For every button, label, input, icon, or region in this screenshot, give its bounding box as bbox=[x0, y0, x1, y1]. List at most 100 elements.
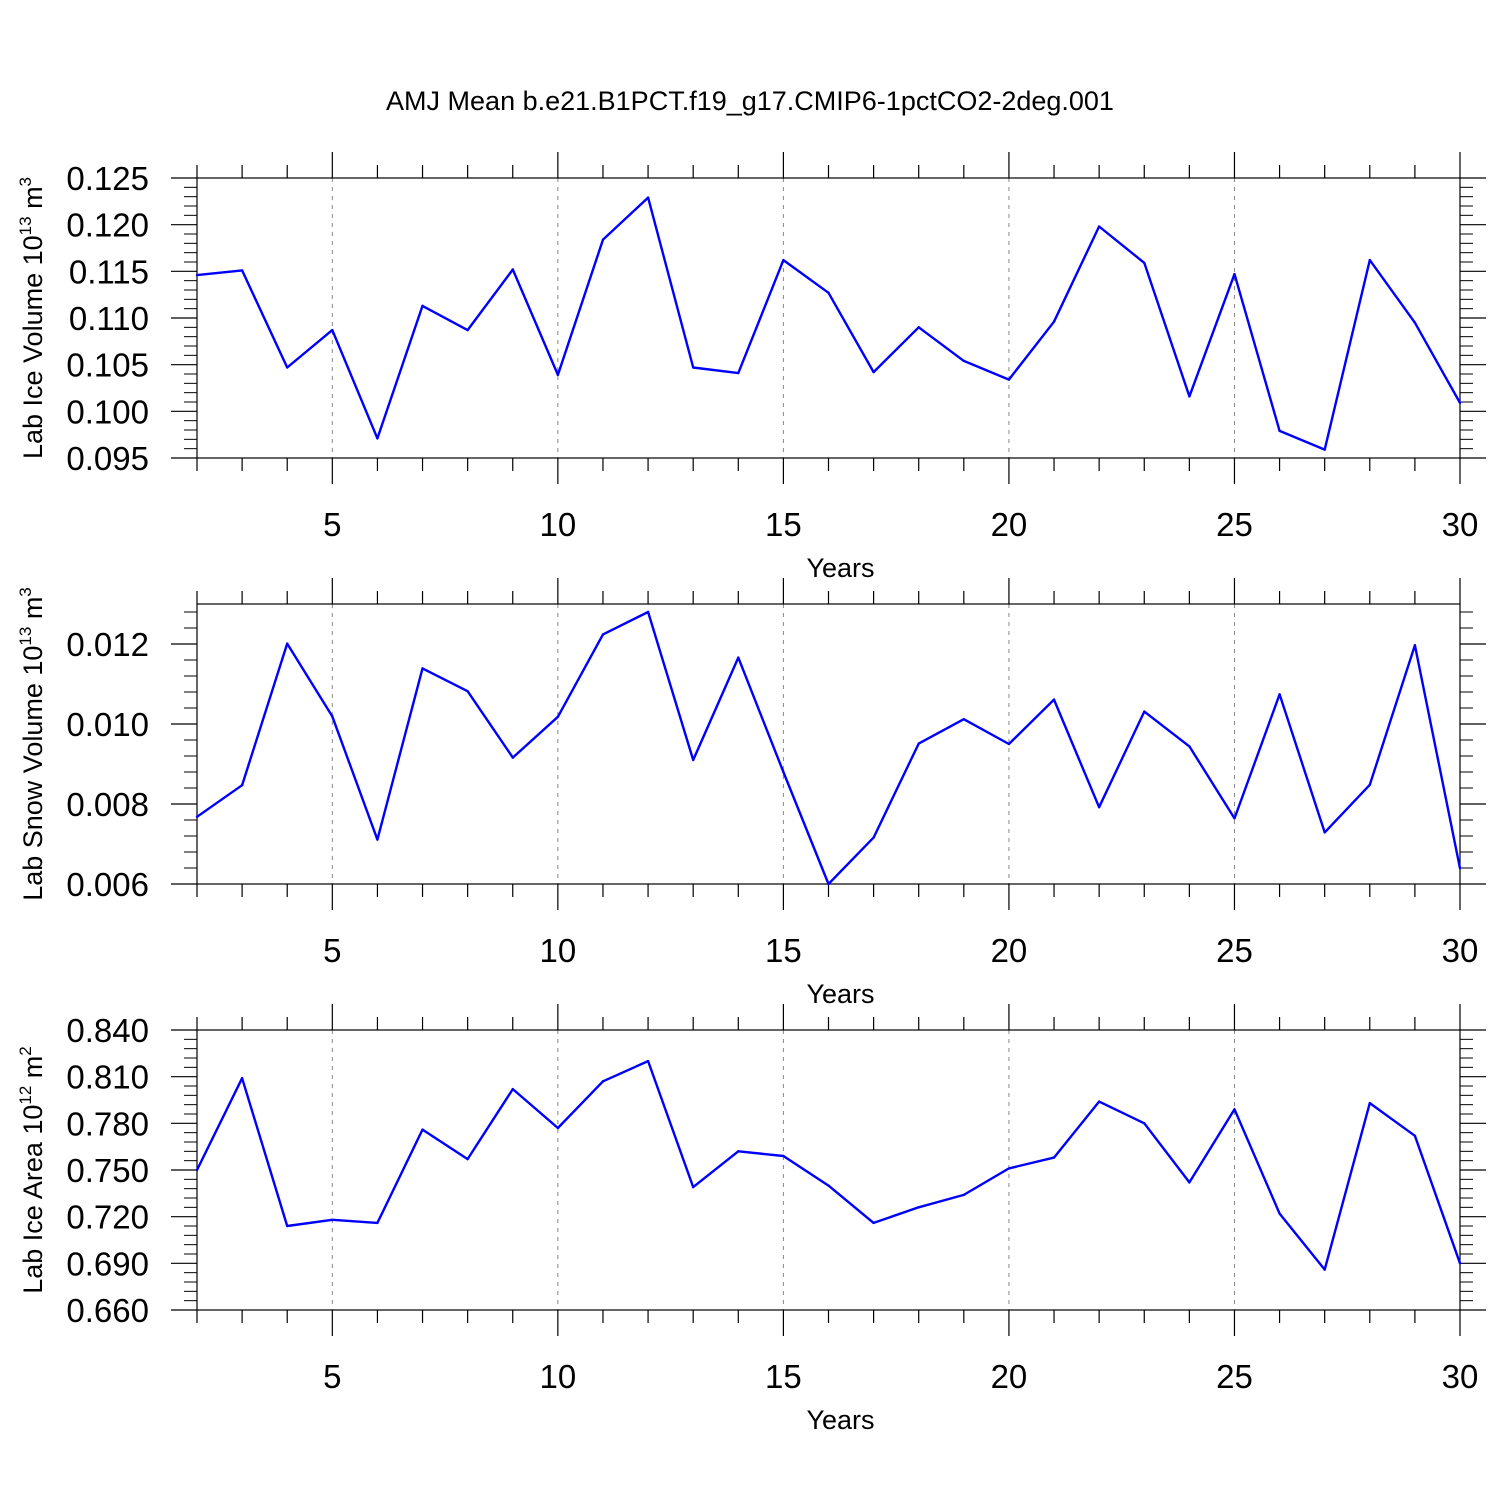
data-point bbox=[601, 238, 605, 241]
data-point bbox=[646, 610, 650, 614]
series-line bbox=[196, 610, 1462, 886]
y-tick-label: 0.720 bbox=[66, 1199, 149, 1236]
data-point bbox=[466, 328, 469, 332]
plot-frame bbox=[196, 177, 1461, 459]
data-point bbox=[1052, 1156, 1056, 1159]
x-tick-label: 25 bbox=[1216, 1358, 1253, 1395]
data-point bbox=[1413, 1134, 1417, 1137]
data-point bbox=[691, 758, 695, 762]
y-axis-label: Lab Ice Volume 1013 m3 bbox=[16, 177, 48, 459]
data-point bbox=[1188, 745, 1191, 748]
data-point bbox=[1143, 710, 1146, 713]
data-point bbox=[737, 656, 740, 659]
data-point bbox=[286, 642, 289, 645]
x-tick-label: 10 bbox=[539, 1358, 576, 1395]
data-point bbox=[511, 756, 514, 759]
y-tick-label: 0.125 bbox=[66, 160, 149, 197]
panel-1: 5 10 15 20 25 30 0.095 0.100 0.105 0.110 0.115 0.12… bbox=[16, 152, 1486, 583]
x-tick-label: 30 bbox=[1442, 1358, 1479, 1395]
data-point bbox=[556, 1126, 560, 1130]
data-point bbox=[1458, 867, 1462, 870]
data-point bbox=[240, 1077, 244, 1080]
plot-frame bbox=[196, 1029, 1461, 1311]
data-point bbox=[376, 838, 379, 841]
x-tick-label: 20 bbox=[991, 932, 1028, 969]
data-point bbox=[646, 1059, 650, 1063]
x-tick-label: 25 bbox=[1216, 506, 1253, 543]
data-point bbox=[376, 1221, 379, 1225]
data-point bbox=[466, 1157, 469, 1161]
data-point bbox=[195, 1168, 199, 1172]
data-point bbox=[1097, 1100, 1101, 1103]
x-tick-label: 20 bbox=[991, 506, 1028, 543]
data-point bbox=[195, 273, 199, 277]
x-tick-label: 30 bbox=[1442, 932, 1479, 969]
x-tick-label: 5 bbox=[323, 506, 341, 543]
data-point bbox=[1233, 272, 1236, 276]
x-tick-label: 15 bbox=[765, 1358, 802, 1395]
y-tick-label: 0.840 bbox=[66, 1012, 149, 1049]
data-point bbox=[1143, 1122, 1146, 1125]
data-point bbox=[511, 1087, 514, 1091]
data-point bbox=[511, 268, 514, 271]
data-point bbox=[286, 1224, 289, 1228]
series-line bbox=[195, 1059, 1462, 1271]
data-point bbox=[962, 718, 966, 721]
panel-3: 5 10 15 20 25 30 0.660 0.690 0.720 0.750 0.780 0.81… bbox=[16, 1004, 1486, 1435]
y-tick-label: 0.105 bbox=[66, 347, 149, 384]
y-tick-label: 0.115 bbox=[69, 253, 149, 290]
figure-title: AMJ Mean b.e21.B1PCT.f19_g17.CMIP6-1pctC… bbox=[386, 86, 1114, 116]
x-tick-label: 15 bbox=[765, 506, 802, 543]
data-point bbox=[872, 836, 875, 839]
x-tick-label: 5 bbox=[323, 1358, 341, 1395]
y-tick-label: 0.010 bbox=[66, 706, 149, 743]
y-axis-label: Lab Snow Volume 1013 m3 bbox=[16, 587, 48, 901]
x-tick-label: 10 bbox=[539, 932, 576, 969]
data-point bbox=[737, 371, 740, 375]
data-point bbox=[421, 1128, 424, 1131]
x-tick-label: 30 bbox=[1442, 506, 1479, 543]
data-point bbox=[1052, 698, 1056, 701]
y-tick-label: 0.660 bbox=[66, 1292, 149, 1329]
data-point bbox=[601, 1080, 605, 1083]
data-point bbox=[737, 1150, 740, 1153]
data-point bbox=[1278, 1212, 1281, 1215]
plot-frame bbox=[196, 603, 1461, 885]
data-point bbox=[1413, 644, 1417, 647]
data-point bbox=[782, 258, 785, 262]
data-point bbox=[556, 373, 560, 377]
data-point bbox=[962, 1193, 966, 1197]
data-point bbox=[601, 633, 605, 636]
y-tick-label: 0.690 bbox=[66, 1245, 149, 1282]
data-point bbox=[331, 328, 334, 332]
x-axis-label: Years bbox=[806, 979, 874, 1009]
y-axis-label: Lab Ice Area 1012 m2 bbox=[16, 1046, 48, 1294]
data-point bbox=[556, 715, 560, 718]
data-point bbox=[1458, 1262, 1462, 1265]
data-point bbox=[691, 1185, 695, 1189]
data-point bbox=[691, 366, 695, 369]
y-tick-label: 0.780 bbox=[66, 1105, 149, 1142]
x-tick-label: 15 bbox=[765, 932, 802, 969]
data-point bbox=[240, 784, 244, 787]
data-point bbox=[917, 326, 920, 329]
data-point bbox=[1007, 742, 1011, 746]
data-point bbox=[376, 437, 379, 440]
data-point bbox=[1097, 806, 1101, 809]
data-point bbox=[1007, 1167, 1011, 1170]
y-tick-label: 0.100 bbox=[66, 393, 149, 430]
data-point bbox=[421, 667, 424, 670]
data-point bbox=[1323, 831, 1326, 834]
data-point bbox=[1278, 693, 1281, 696]
y-tick-label: 0.750 bbox=[66, 1152, 149, 1189]
y-tick-label: 0.012 bbox=[66, 626, 149, 663]
data-point bbox=[827, 291, 830, 294]
y-tick-label: 0.095 bbox=[66, 440, 149, 477]
data-point bbox=[1052, 320, 1056, 323]
data-point bbox=[872, 1221, 875, 1225]
data-point bbox=[872, 370, 875, 374]
x-axis-label: Years bbox=[806, 1405, 874, 1435]
y-tick-label: 0.120 bbox=[66, 207, 149, 244]
